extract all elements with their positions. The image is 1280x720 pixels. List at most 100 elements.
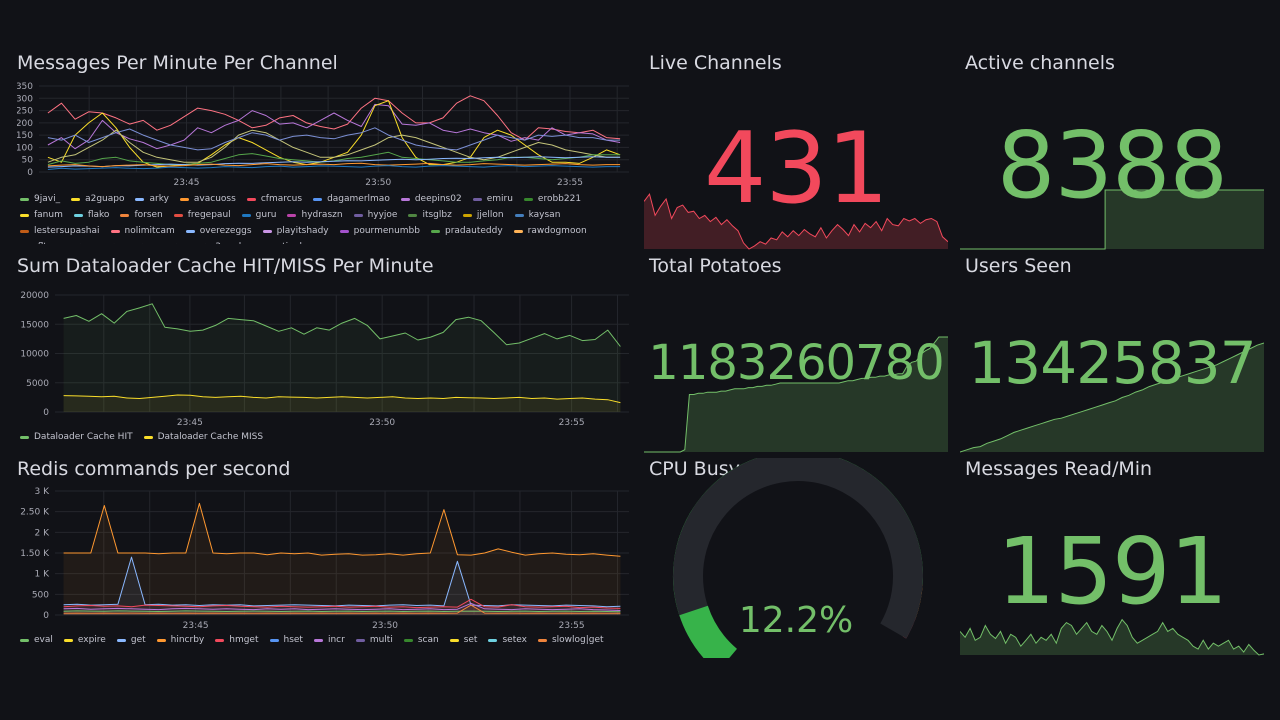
legend-item-arky[interactable]: arky (135, 191, 169, 207)
legend-swatch (215, 638, 225, 642)
legend-label: multi (369, 635, 393, 645)
legend-label: rnsmeer (139, 239, 176, 244)
legend-item-hmget[interactable]: hmget (215, 632, 259, 648)
legend-label: hyyjoe (367, 210, 398, 220)
legend-swatch (313, 638, 323, 642)
x-tick-label: 23:50 (369, 418, 395, 428)
legend-item-fanum[interactable]: fanum (20, 207, 63, 223)
y-tick-label: 100 (17, 143, 33, 153)
sparkline-line (960, 189, 1264, 250)
legend-item-a2guapo[interactable]: a2guapo (71, 191, 124, 207)
legend-item-rnsmeer[interactable]: rnsmeer (63, 239, 114, 244)
panel-title: Sum Dataloader Cache HIT/MISS Per Minute (17, 255, 434, 277)
legend-item-itsglbz[interactable]: itsglbz (408, 207, 452, 223)
y-tick-label: 15000 (20, 320, 49, 330)
panel-title: CPU Busy (649, 458, 740, 480)
legend-label: cfmarcus (260, 194, 303, 204)
legend-item-hset[interactable]: hset (269, 632, 303, 648)
messages-chart[interactable]: 350 300 250 200 150 100 50 0 23:45 23:50 23:55 (17, 52, 629, 188)
legend-item-ros3mnd[interactable]: ros3mnd (188, 239, 242, 244)
legend-item-setex[interactable]: setex (488, 632, 527, 648)
legend-item-pradauteddy[interactable]: pradauteddy (430, 223, 503, 239)
redis-chart[interactable]: 3 K 2.50 K 2 K 1.50 K 1 K 500 0 23:45 23:50 23:55 (17, 458, 629, 633)
legend-label: fanum (34, 210, 63, 220)
gauge-value-arc (679, 605, 738, 658)
active-channels-panel: Active channels 8388 (960, 52, 1264, 250)
legend-swatch (269, 638, 279, 642)
legend-item-eval[interactable]: eval (20, 632, 53, 648)
legend-item-expire[interactable]: expire (63, 632, 106, 648)
legend-item-scan[interactable]: scan (403, 632, 439, 648)
messages-per-minute-panel: Messages Per Minute Per Channel 350 300 25… (17, 52, 629, 244)
redis-commands-panel: Redis commands per second 3 K 2.50 K 2 K 1.… (17, 458, 629, 650)
legend-item-hincrby[interactable]: hincrby (156, 632, 205, 648)
y-tick-label: 2.50 K (20, 508, 50, 518)
sparkline-area (644, 194, 948, 249)
cpu-busy-value: 12.2% (738, 600, 854, 641)
legend-item-multi[interactable]: multi (355, 632, 393, 648)
legend-item-ttl[interactable]: ttl (20, 648, 44, 650)
y-tick-label: 5000 (26, 379, 49, 389)
legend-item-dagamerlmao[interactable]: dagamerlmao (313, 191, 390, 207)
sparkline-line (644, 192, 948, 250)
legend-label: rflts (34, 239, 52, 244)
series-line-hmget (63, 598, 621, 609)
legend-item-get[interactable]: get (116, 632, 146, 648)
legend-item-hyyjoe[interactable]: hyyjoe (353, 207, 398, 223)
legend-swatch (403, 638, 413, 642)
series-line-fanum (47, 151, 621, 166)
series-area-slowlog-get (63, 605, 621, 615)
y-tick-label: 1 K (35, 570, 51, 580)
legend-item-jjellon[interactable]: jjellon (462, 207, 504, 223)
legend-swatch (246, 197, 256, 201)
cpu-busy-panel: CPU Busy 12.2% (644, 458, 948, 658)
legend-item-deepins02[interactable]: deepins02 (400, 191, 462, 207)
series-line-hincrby (63, 502, 621, 557)
series-line-hset (63, 602, 621, 611)
cache-chart[interactable]: 20000 15000 10000 5000 0 23:45 23:50 23:55 (17, 255, 629, 430)
y-tick-label: 150 (17, 131, 33, 141)
legend-item-cfmarcus[interactable]: cfmarcus (246, 191, 303, 207)
legend-item-emiru[interactable]: emiru (472, 191, 513, 207)
legend-swatch (472, 197, 482, 201)
legend-label: hincrby (170, 635, 205, 645)
legend-item-overezeggs[interactable]: overezeggs (185, 223, 252, 239)
legend-item-santipulgaz[interactable]: santipulgaz (252, 239, 318, 244)
legend-item-rnsmeer[interactable]: rnsmeer (125, 239, 176, 244)
legend-item-pourmenumbb[interactable]: pourmenumbb (339, 223, 420, 239)
y-tick-label: 50 (22, 156, 34, 166)
y-tick-label: 20000 (20, 291, 49, 301)
legend-swatch (523, 197, 533, 201)
legend-item-nolimitcam[interactable]: nolimitcam (110, 223, 175, 239)
legend-swatch (143, 435, 153, 439)
series-line-deepins02 (47, 95, 621, 141)
legend-item-hydraszn[interactable]: hydraszn (287, 207, 343, 223)
legend-item-avacuoss[interactable]: avacuoss (179, 191, 236, 207)
x-tick-label: 23:55 (559, 621, 585, 631)
legend-item-lestersupashai[interactable]: lestersupashai (20, 223, 100, 239)
series-line-dataloader-cache-hit (63, 303, 621, 347)
legend-item-rflts[interactable]: rflts (20, 239, 52, 244)
legend-item-erobb221[interactable]: erobb221 (523, 191, 581, 207)
legend-item-forsen[interactable]: forsen (120, 207, 163, 223)
legend-item-dataloader-cache-hit[interactable]: Dataloader Cache HIT (20, 429, 133, 445)
legend-item-incr[interactable]: incr (313, 632, 345, 648)
legend-swatch (355, 638, 365, 642)
legend-label: avacuoss (193, 194, 236, 204)
legend-item-9javi-[interactable]: 9javi_ (20, 191, 60, 207)
x-tick-label: 23:45 (177, 418, 203, 428)
legend-label: get (130, 635, 146, 645)
panel-title: Total Potatoes (649, 255, 782, 277)
legend-item-rawdogmoon[interactable]: rawdogmoon (513, 223, 587, 239)
legend-item-kaysan[interactable]: kaysan (514, 207, 560, 223)
legend-item-playitshady[interactable]: playitshady (262, 223, 329, 239)
legend-item-flako[interactable]: flako (73, 207, 109, 223)
legend-swatch (179, 197, 189, 201)
legend-item-fregepaul[interactable]: fregepaul (173, 207, 231, 223)
legend-item-set[interactable]: set (449, 632, 477, 648)
active-channels-sparkline (960, 189, 1264, 250)
legend-item-guru[interactable]: guru (241, 207, 276, 223)
series-line-kaysan (47, 103, 621, 150)
legend-item-dataloader-cache-miss[interactable]: Dataloader Cache MISS (143, 429, 263, 445)
legend-item-slowlog-get[interactable]: slowlog|get (537, 632, 604, 648)
